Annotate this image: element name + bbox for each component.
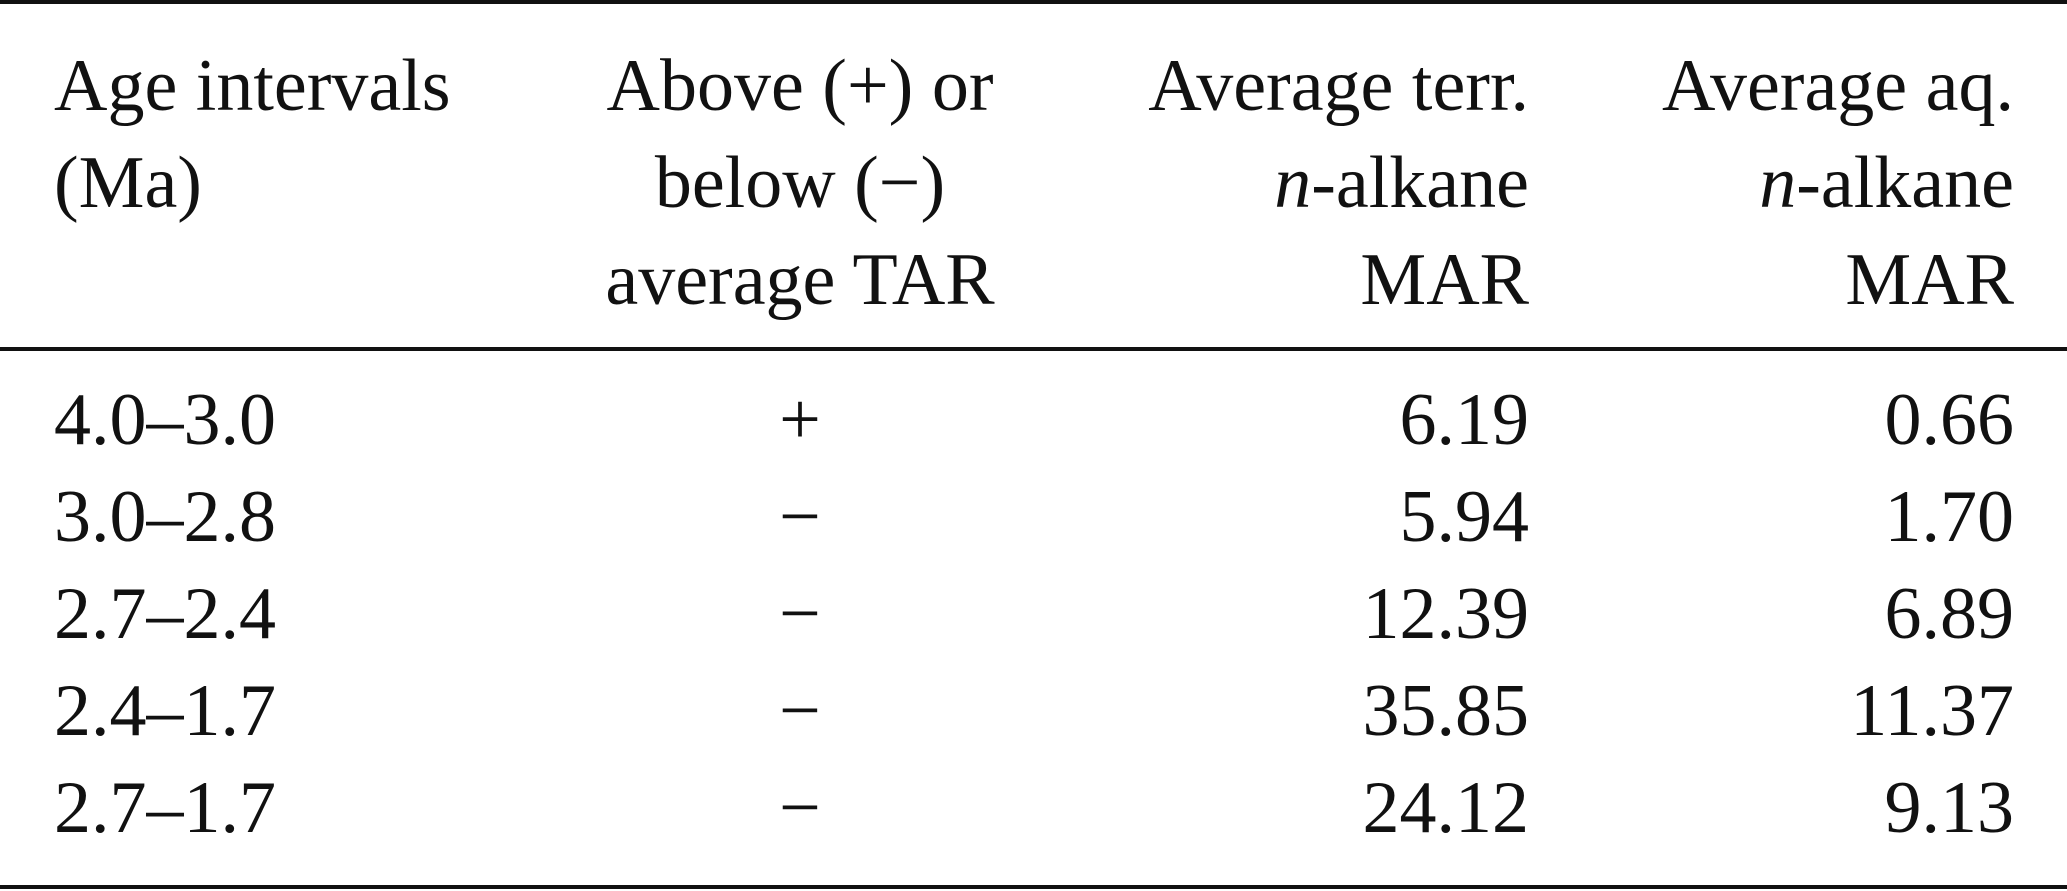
cell-terr-mar: 5.94 [1399, 476, 1530, 558]
cell-tar-sign: − [779, 767, 821, 849]
cell-tar-sign: − [779, 670, 821, 752]
header-tar-line-2: below (−) [654, 142, 946, 224]
header-terr-alkane: -alkane [1311, 142, 1529, 224]
header-aq-alkane: -alkane [1796, 142, 2014, 224]
table-row: 2.7–2.4 − 12.39 6.89 [0, 566, 2067, 663]
table-header-rule [0, 347, 2067, 351]
header-aq-italic-n: n [1759, 142, 1797, 224]
header-terr-line-3: MAR [1360, 239, 1529, 321]
cell-terr-mar: 35.85 [1362, 670, 1530, 752]
cell-age-interval: 2.7–1.7 [54, 767, 276, 849]
cell-aq-mar: 9.13 [1884, 767, 2015, 849]
table-row: 2.4–1.7 − 35.85 11.37 [0, 663, 2067, 760]
cell-age-interval: 2.7–2.4 [54, 573, 276, 655]
header-aq-line-1: Average aq. [1662, 45, 2014, 127]
header-age-line-2: (Ma) [54, 142, 202, 224]
header-average-terr-mar: Average terr. n-alkane MAR [1148, 38, 1529, 329]
table-row: 4.0–3.0 + 6.19 0.66 [0, 372, 2067, 469]
table-row: 3.0–2.8 − 5.94 1.70 [0, 469, 2067, 566]
header-average-aq-mar: Average aq. n-alkane MAR [1662, 38, 2014, 329]
table-bottom-rule [0, 885, 2067, 889]
header-age-line-1: Age intervals [54, 45, 451, 127]
header-terr-line-2: n-alkane [1148, 135, 1529, 232]
header-age-intervals: Age intervals (Ma) [54, 38, 451, 232]
cell-tar-sign: − [779, 573, 821, 655]
cell-aq-mar: 0.66 [1884, 379, 2015, 461]
cell-tar-sign: + [779, 379, 821, 461]
header-tar-line-1: Above (+) or [606, 45, 994, 127]
cell-age-interval: 2.4–1.7 [54, 670, 276, 752]
cell-aq-mar: 1.70 [1884, 476, 2015, 558]
header-aq-line-3: MAR [1845, 239, 2014, 321]
table-row: 2.7–1.7 − 24.12 9.13 [0, 760, 2067, 857]
cell-age-interval: 3.0–2.8 [54, 476, 276, 558]
table-top-rule [0, 0, 2067, 4]
cell-aq-mar: 11.37 [1850, 670, 2014, 752]
cell-terr-mar: 12.39 [1362, 573, 1530, 655]
cell-terr-mar: 6.19 [1399, 379, 1530, 461]
cell-age-interval: 4.0–3.0 [54, 379, 276, 461]
header-above-below-tar: Above (+) or below (−) average TAR [560, 38, 1040, 329]
cell-aq-mar: 6.89 [1884, 573, 2015, 655]
cell-terr-mar: 24.12 [1362, 767, 1530, 849]
header-tar-line-3: average TAR [605, 239, 995, 321]
cell-tar-sign: − [779, 476, 821, 558]
header-terr-italic-n: n [1274, 142, 1312, 224]
header-terr-line-1: Average terr. [1148, 45, 1529, 127]
header-aq-line-2: n-alkane [1662, 135, 2014, 232]
